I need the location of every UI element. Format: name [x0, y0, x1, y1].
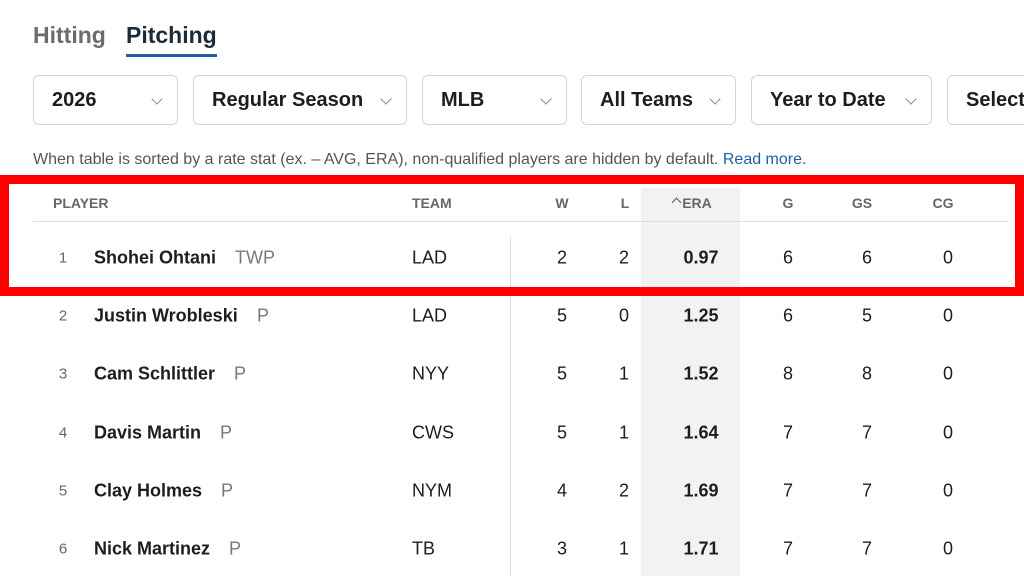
position: P — [221, 480, 234, 501]
wins: 3 — [556, 538, 568, 559]
column-header[interactable]: GS — [851, 195, 873, 211]
games: 7 — [782, 480, 794, 501]
player-name[interactable]: Clay Holmes — [94, 480, 203, 501]
team: NYM — [412, 480, 452, 501]
team: LAD — [412, 305, 448, 326]
player-name[interactable]: Cam Schlittler — [94, 363, 216, 384]
wins: 5 — [556, 363, 568, 384]
highlight-box — [0, 175, 1024, 296]
era: 1.25 — [683, 305, 719, 326]
losses: 1 — [618, 363, 630, 384]
rank: 3 — [58, 365, 68, 383]
games: 6 — [782, 247, 794, 268]
complete-games: 0 — [942, 480, 954, 501]
games: 7 — [782, 422, 794, 443]
position: P — [234, 363, 247, 384]
column-header[interactable]: ERA — [682, 195, 712, 211]
sorted-column-bg — [641, 188, 740, 576]
column-header[interactable]: CG — [932, 195, 954, 211]
tab[interactable]: Pitching — [126, 22, 217, 57]
team: LAD — [412, 247, 448, 268]
column-header[interactable]: W — [555, 195, 569, 211]
era: 1.71 — [683, 538, 719, 559]
games-started: 7 — [861, 422, 873, 443]
games: 7 — [782, 538, 794, 559]
chevron — [380, 93, 392, 105]
era: 1.69 — [683, 480, 719, 501]
filter-label: Select — [966, 89, 1024, 111]
column-divider — [510, 236, 511, 576]
rank: 4 — [58, 424, 68, 442]
complete-games: 0 — [942, 305, 954, 326]
player-name[interactable]: Justin Wrobleski — [94, 305, 238, 326]
filter-dropdown[interactable]: Regular Season — [193, 75, 407, 125]
complete-games: 0 — [942, 247, 954, 268]
wins: 5 — [556, 305, 568, 326]
column-header[interactable]: TEAM — [412, 195, 452, 211]
column-header[interactable]: L — [620, 195, 630, 211]
complete-games: 0 — [942, 363, 954, 384]
team: TB — [412, 538, 436, 559]
wins: 2 — [556, 247, 568, 268]
filter-label: 2026 — [52, 89, 97, 111]
losses: 1 — [618, 538, 630, 559]
games: 8 — [782, 363, 794, 384]
player-name[interactable]: Davis Martin — [94, 422, 202, 443]
team: NYY — [412, 363, 450, 384]
chevron — [540, 93, 552, 105]
position: P — [220, 422, 233, 443]
filter-dropdown[interactable]: 2026 — [33, 75, 178, 125]
player-name[interactable]: Shohei Ohtani — [94, 247, 217, 268]
position: TWP — [235, 247, 275, 268]
games-started: 5 — [861, 305, 873, 326]
column-header[interactable]: G — [782, 195, 794, 211]
era: 1.52 — [683, 363, 719, 384]
filter-label: Regular Season — [212, 89, 364, 111]
losses: 2 — [618, 480, 630, 501]
rank: 2 — [58, 307, 68, 325]
rank: 6 — [58, 540, 68, 558]
wins: 5 — [556, 422, 568, 443]
read-more-link[interactable]: Read more. — [722, 151, 807, 168]
notice: When table is sorted by a rate stat (ex.… — [33, 151, 806, 169]
losses: 0 — [618, 305, 630, 326]
rank: 1 — [58, 249, 68, 267]
wins: 4 — [556, 480, 568, 501]
chevron — [905, 93, 917, 105]
column-header[interactable]: PLAYER — [53, 195, 109, 211]
position: P — [257, 305, 270, 326]
filter-dropdown[interactable]: Select — [947, 75, 1024, 125]
tab[interactable]: Hitting — [33, 22, 106, 48]
filter-dropdown[interactable]: Year to Date — [751, 75, 932, 125]
losses: 2 — [618, 247, 630, 268]
filter-label: All Teams — [600, 89, 693, 111]
position: P — [229, 538, 242, 559]
era: 1.64 — [683, 422, 719, 443]
games-started: 8 — [861, 363, 873, 384]
complete-games: 0 — [942, 422, 954, 443]
filter-label: Year to Date — [770, 89, 886, 111]
notice-text: When table is sorted by a rate stat (ex.… — [33, 151, 719, 168]
filter-dropdown[interactable]: All Teams — [581, 75, 736, 125]
games-started: 7 — [861, 538, 873, 559]
rank: 5 — [58, 482, 68, 500]
chevron — [151, 93, 163, 105]
filter-dropdown[interactable]: MLB — [422, 75, 567, 125]
player-name[interactable]: Nick Martinez — [94, 538, 211, 559]
games-started: 6 — [861, 247, 873, 268]
filter-label: MLB — [441, 89, 485, 111]
complete-games: 0 — [942, 538, 954, 559]
games: 6 — [782, 305, 794, 326]
losses: 1 — [618, 422, 630, 443]
games-started: 7 — [861, 480, 873, 501]
team: CWS — [412, 422, 454, 443]
header-divider — [33, 221, 1008, 222]
era: 0.97 — [683, 247, 719, 268]
chevron — [709, 93, 721, 105]
